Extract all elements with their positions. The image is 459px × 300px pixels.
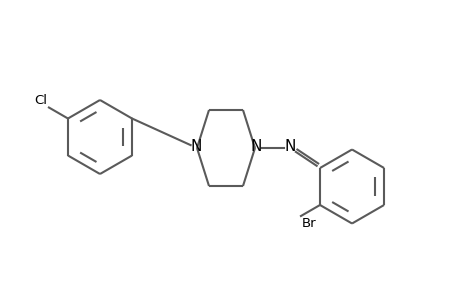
Text: N: N (250, 139, 261, 154)
Text: N: N (190, 139, 201, 154)
Text: Cl: Cl (34, 94, 47, 106)
Text: N: N (284, 139, 295, 154)
Text: Br: Br (301, 217, 316, 230)
